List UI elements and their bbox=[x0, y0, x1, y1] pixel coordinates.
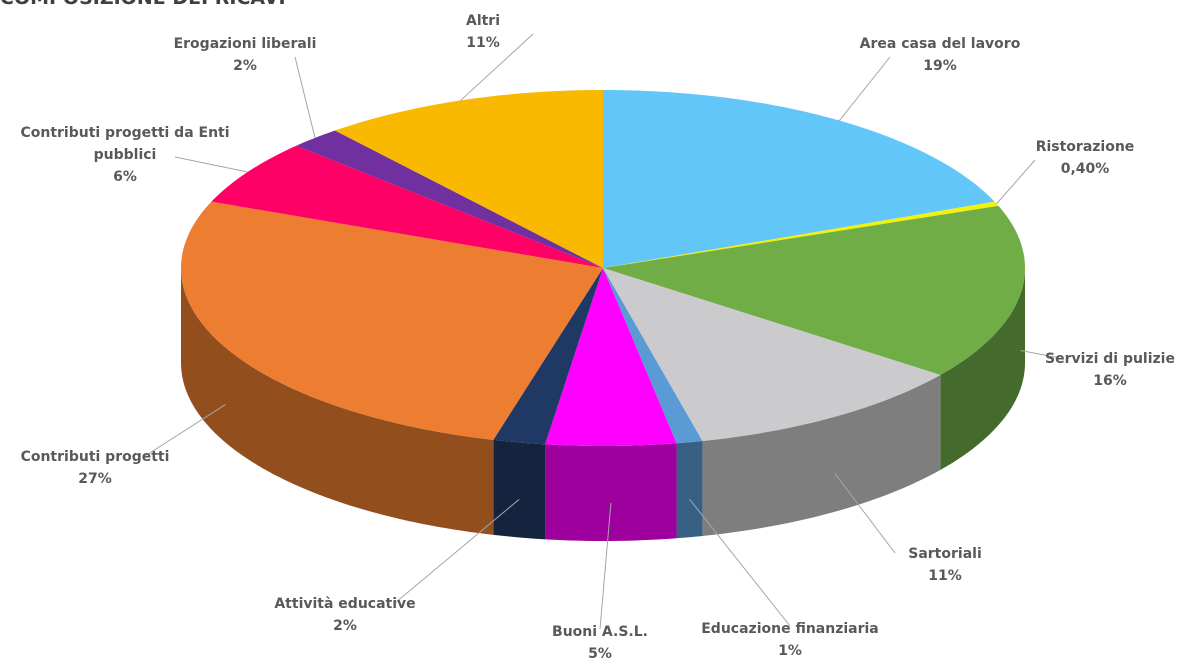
data-label: Area casa del lavoro 19% bbox=[860, 33, 1021, 77]
pie-slice bbox=[603, 90, 995, 268]
label-value: 11% bbox=[928, 568, 962, 584]
data-label: Erogazioni liberali 2% bbox=[174, 33, 317, 77]
label-value: 2% bbox=[233, 58, 257, 74]
leader-line bbox=[996, 159, 1036, 205]
label-name: Servizi di pulizie bbox=[1045, 351, 1175, 367]
pie-slice-side bbox=[181, 268, 494, 535]
label-name: Attività educative bbox=[274, 596, 416, 612]
label-name: Educazione finanziaria bbox=[701, 621, 879, 637]
leader-line bbox=[689, 498, 791, 627]
data-label: Buoni A.S.L. 5% bbox=[552, 621, 648, 665]
pie-slice bbox=[603, 268, 941, 441]
data-label: Attività educative 2% bbox=[274, 593, 415, 637]
chart-title: COMPOSIZIONE DEI RICAVI bbox=[0, 0, 286, 9]
pie-slice-side bbox=[940, 268, 1025, 470]
pie-slice-side bbox=[676, 440, 703, 539]
label-name: Altri bbox=[465, 13, 501, 29]
label-name: Erogazioni liberali bbox=[173, 36, 317, 52]
data-label: Sartoriali 11% bbox=[908, 543, 982, 587]
label-value: 19% bbox=[923, 58, 957, 74]
label-name: Contributi progetti da Enti pubblici bbox=[20, 125, 230, 163]
label-value: 2% bbox=[333, 618, 357, 634]
pie-slice bbox=[493, 268, 603, 445]
label-value: 27% bbox=[78, 471, 112, 487]
label-name: Area casa del lavoro bbox=[859, 36, 1021, 52]
data-label: Educazione finanziaria 1% bbox=[701, 618, 879, 662]
leader-line bbox=[1020, 350, 1061, 359]
leader-line bbox=[294, 56, 316, 138]
label-value: 1% bbox=[778, 643, 802, 659]
label-name: Sartoriali bbox=[908, 546, 982, 562]
data-label: Ristorazione 0,40% bbox=[1036, 136, 1135, 180]
pie-slice bbox=[181, 201, 603, 440]
pie-slice-side bbox=[545, 443, 677, 541]
label-name: Contributi progetti bbox=[20, 449, 170, 465]
pie-slice bbox=[296, 130, 603, 268]
pie-slice bbox=[603, 268, 703, 444]
pie-slice bbox=[211, 145, 603, 268]
label-value: 6% bbox=[113, 169, 137, 185]
data-label: Servizi di pulizie 16% bbox=[1045, 348, 1175, 392]
label-value: 0,40% bbox=[1060, 161, 1110, 177]
leader-line bbox=[838, 56, 891, 121]
leader-line bbox=[144, 404, 226, 457]
pie-slice bbox=[545, 268, 677, 446]
pie-slice-side bbox=[702, 374, 941, 536]
leader-line bbox=[460, 33, 534, 101]
leader-line bbox=[599, 502, 612, 630]
data-label: Contributi progetti da Enti pubblici 6% bbox=[0, 122, 250, 188]
leader-line bbox=[174, 156, 248, 173]
label-value: 16% bbox=[1093, 373, 1127, 389]
pie-slice bbox=[603, 205, 1025, 375]
leader-line bbox=[834, 473, 896, 554]
data-label: Altri 11% bbox=[466, 10, 500, 54]
pie-slice-side bbox=[493, 439, 546, 540]
data-label: Contributi progetti 27% bbox=[21, 446, 170, 490]
pie-slice bbox=[334, 90, 603, 268]
label-value: 11% bbox=[466, 35, 500, 51]
label-value: 5% bbox=[588, 646, 612, 662]
label-name: Buoni A.S.L. bbox=[552, 624, 648, 640]
label-name: Ristorazione bbox=[1035, 139, 1135, 155]
pie-slice bbox=[603, 201, 999, 268]
leader-line bbox=[394, 499, 520, 604]
